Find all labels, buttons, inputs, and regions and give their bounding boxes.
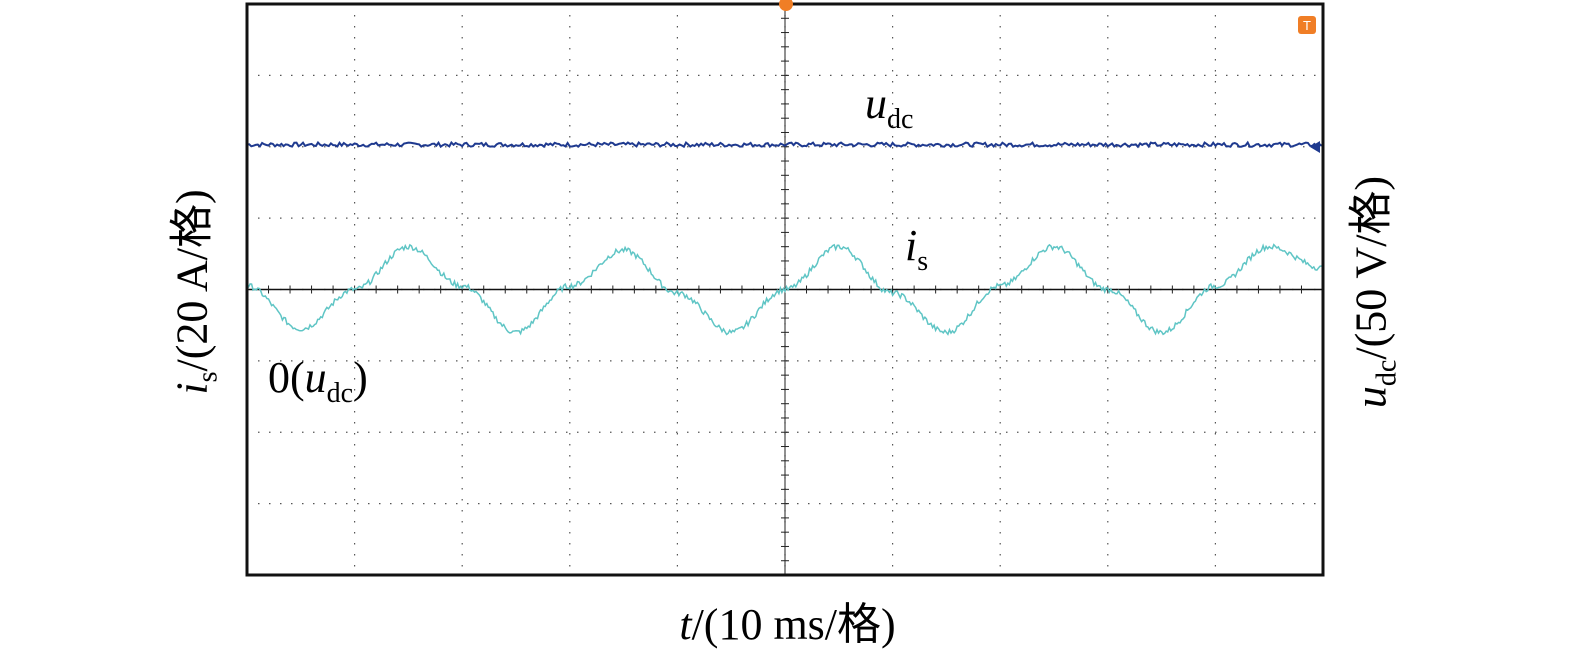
- traces: [246, 140, 1324, 336]
- time-reference-marker-icon: [779, 0, 793, 11]
- series-label-is: is: [905, 221, 928, 277]
- series-label-udc: udc: [865, 79, 913, 135]
- zero-marker-label: 0(udc): [268, 353, 368, 409]
- series-line-udc: [246, 140, 1324, 149]
- y-axis-label-left: is/(20 A/格): [167, 189, 224, 395]
- y-axis-label-right: udc/(50 V/格): [1346, 175, 1403, 409]
- udc-level-marker-icon: [1310, 141, 1320, 153]
- x-axis-label: t/(10 ms/格): [679, 600, 896, 649]
- svg-text:T: T: [1303, 18, 1311, 33]
- series-line-is: [246, 243, 1324, 336]
- trigger-marker-icon: T: [1298, 16, 1316, 34]
